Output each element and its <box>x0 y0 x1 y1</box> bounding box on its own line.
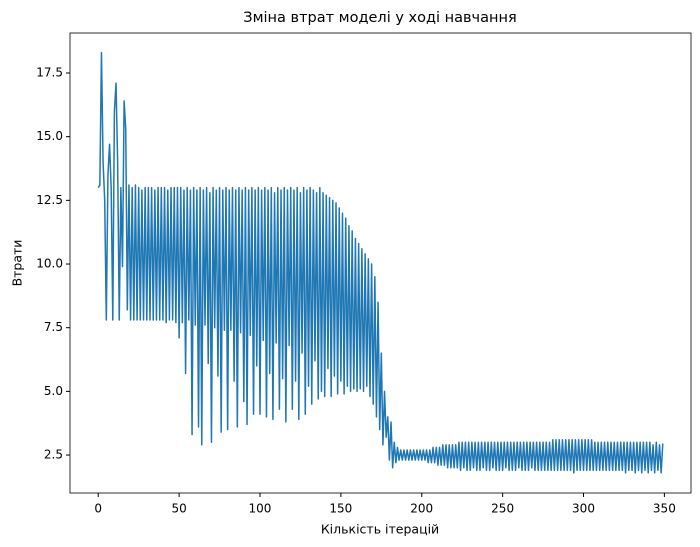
x-tick-label: 350 <box>653 502 676 516</box>
x-axis-label: Кількість ітерацій <box>321 522 439 537</box>
x-tick-label: 250 <box>491 502 514 516</box>
y-tick-label: 10.0 <box>36 257 63 271</box>
y-tick-label: 12.5 <box>36 193 63 207</box>
x-tick-label: 0 <box>94 502 102 516</box>
chart-title: Зміна втрат моделі у ході навчання <box>243 10 516 26</box>
plot-frame <box>69 32 692 494</box>
x-tick-label: 300 <box>572 502 595 516</box>
y-tick-label: 7.5 <box>44 320 63 334</box>
y-tick-label: 17.5 <box>36 65 63 79</box>
x-tick-label: 200 <box>410 502 433 516</box>
loss-line <box>97 51 664 474</box>
y-tick-label: 15.0 <box>36 129 63 143</box>
y-tick-label: 2.5 <box>44 448 63 462</box>
x-tick-label: 50 <box>171 502 186 516</box>
x-tick-label: 150 <box>329 502 352 516</box>
y-tick-label: 5.0 <box>44 384 63 398</box>
x-tick-label: 100 <box>249 502 272 516</box>
y-axis-label: Втрати <box>10 240 25 287</box>
